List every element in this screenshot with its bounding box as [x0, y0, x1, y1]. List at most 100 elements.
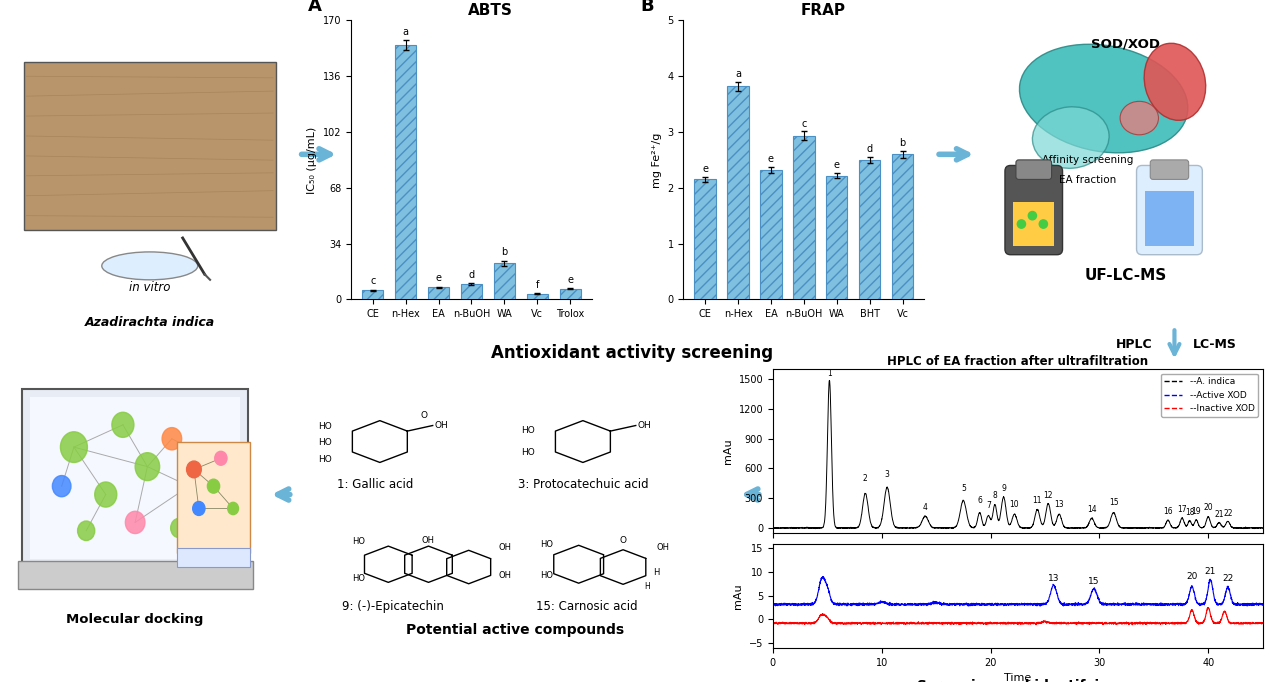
Circle shape	[126, 512, 145, 533]
Text: HO: HO	[541, 540, 553, 549]
Text: e: e	[768, 154, 774, 164]
Text: HO: HO	[522, 426, 536, 435]
Circle shape	[1039, 220, 1047, 228]
Text: 3: 3	[884, 471, 890, 479]
Circle shape	[112, 412, 135, 437]
FancyBboxPatch shape	[24, 62, 275, 230]
Text: 9: 9	[1001, 484, 1006, 493]
FancyBboxPatch shape	[18, 561, 253, 589]
Text: OH: OH	[638, 421, 651, 430]
Text: 15: 15	[1089, 577, 1100, 586]
Text: d: d	[468, 269, 475, 280]
Text: HO: HO	[319, 455, 332, 464]
Text: HO: HO	[522, 448, 536, 457]
Text: HO: HO	[319, 439, 332, 447]
Text: 8: 8	[992, 491, 997, 501]
Text: LC-MS: LC-MS	[1193, 338, 1237, 351]
Ellipse shape	[1145, 43, 1206, 120]
Text: HO: HO	[319, 421, 332, 431]
Circle shape	[1028, 211, 1037, 220]
Text: b: b	[501, 248, 508, 258]
Text: OH: OH	[499, 543, 511, 552]
FancyBboxPatch shape	[23, 389, 247, 567]
Text: EA fraction: EA fraction	[1058, 175, 1115, 185]
Text: 14: 14	[1088, 505, 1096, 514]
Ellipse shape	[1019, 44, 1188, 153]
Circle shape	[95, 482, 117, 507]
Text: 13: 13	[1048, 574, 1060, 582]
FancyBboxPatch shape	[1013, 202, 1055, 246]
Bar	[461, 284, 482, 299]
Text: HPLC: HPLC	[1115, 338, 1152, 351]
Text: 12: 12	[1043, 491, 1053, 500]
Text: a: a	[402, 27, 409, 37]
Bar	[494, 263, 515, 299]
Text: HO: HO	[353, 574, 365, 582]
Text: 18: 18	[1185, 507, 1194, 517]
FancyBboxPatch shape	[176, 441, 250, 553]
Text: HO: HO	[353, 537, 365, 546]
Text: 13: 13	[1055, 500, 1063, 509]
Text: 3: Protocatechuic acid: 3: Protocatechuic acid	[518, 478, 648, 491]
Text: HO: HO	[541, 571, 553, 580]
Text: 6: 6	[977, 496, 982, 505]
Text: Antioxidant activity screening: Antioxidant activity screening	[491, 344, 773, 362]
Circle shape	[162, 428, 181, 450]
Text: 16: 16	[1164, 507, 1173, 516]
Text: SOD/XOD: SOD/XOD	[1091, 38, 1160, 50]
Ellipse shape	[1033, 107, 1109, 168]
Bar	[428, 287, 449, 299]
Text: UF-LC-MS: UF-LC-MS	[1085, 267, 1166, 282]
Text: 20: 20	[1203, 503, 1213, 512]
Text: b: b	[900, 138, 906, 148]
Ellipse shape	[102, 252, 198, 280]
Text: 22: 22	[1222, 574, 1233, 582]
Circle shape	[214, 451, 227, 465]
Text: c: c	[801, 119, 807, 129]
Text: 19: 19	[1192, 507, 1200, 516]
Circle shape	[180, 475, 198, 496]
Circle shape	[201, 449, 217, 467]
Text: FRAP: FRAP	[801, 3, 845, 18]
Text: O: O	[619, 536, 627, 545]
Text: 2: 2	[863, 475, 868, 484]
Y-axis label: IC₅₀ (μg/mL): IC₅₀ (μg/mL)	[307, 126, 317, 194]
Bar	[859, 160, 881, 299]
Text: 21: 21	[1214, 509, 1223, 519]
Bar	[362, 291, 383, 299]
Bar	[760, 170, 782, 299]
Text: O: O	[420, 411, 426, 420]
Text: 1: Gallic acid: 1: Gallic acid	[338, 478, 414, 491]
Circle shape	[61, 432, 88, 462]
FancyBboxPatch shape	[1016, 160, 1052, 179]
Y-axis label: mAu: mAu	[723, 438, 733, 464]
Text: 1: 1	[827, 369, 831, 379]
Text: Azadirachta indica: Azadirachta indica	[85, 316, 214, 329]
Circle shape	[170, 518, 188, 537]
Y-axis label: mg Fe²⁺/g: mg Fe²⁺/g	[652, 132, 662, 188]
Text: e: e	[702, 164, 708, 174]
Text: 15: 15	[1109, 499, 1118, 507]
Bar	[826, 175, 848, 299]
Text: 9: (-)-Epicatechin: 9: (-)-Epicatechin	[341, 600, 443, 614]
Text: 22: 22	[1223, 509, 1232, 518]
FancyBboxPatch shape	[1005, 166, 1062, 254]
Text: d: d	[867, 144, 873, 153]
Text: OH: OH	[657, 543, 670, 552]
Text: Affinity screening: Affinity screening	[1042, 155, 1133, 166]
Text: 11: 11	[1033, 496, 1042, 505]
FancyBboxPatch shape	[1150, 160, 1189, 179]
Circle shape	[193, 501, 206, 516]
Text: H: H	[652, 568, 659, 577]
Text: OH: OH	[423, 536, 435, 545]
Text: 10: 10	[1010, 500, 1019, 509]
Text: e: e	[435, 273, 442, 283]
Bar	[727, 86, 749, 299]
Bar	[527, 293, 548, 299]
Text: H: H	[645, 582, 650, 591]
Text: f: f	[536, 280, 539, 290]
X-axis label: Time: Time	[1004, 673, 1032, 682]
Text: Molecular docking: Molecular docking	[66, 612, 204, 625]
Text: Potential active compounds: Potential active compounds	[406, 623, 624, 637]
Text: 15: Carnosic acid: 15: Carnosic acid	[537, 600, 638, 614]
